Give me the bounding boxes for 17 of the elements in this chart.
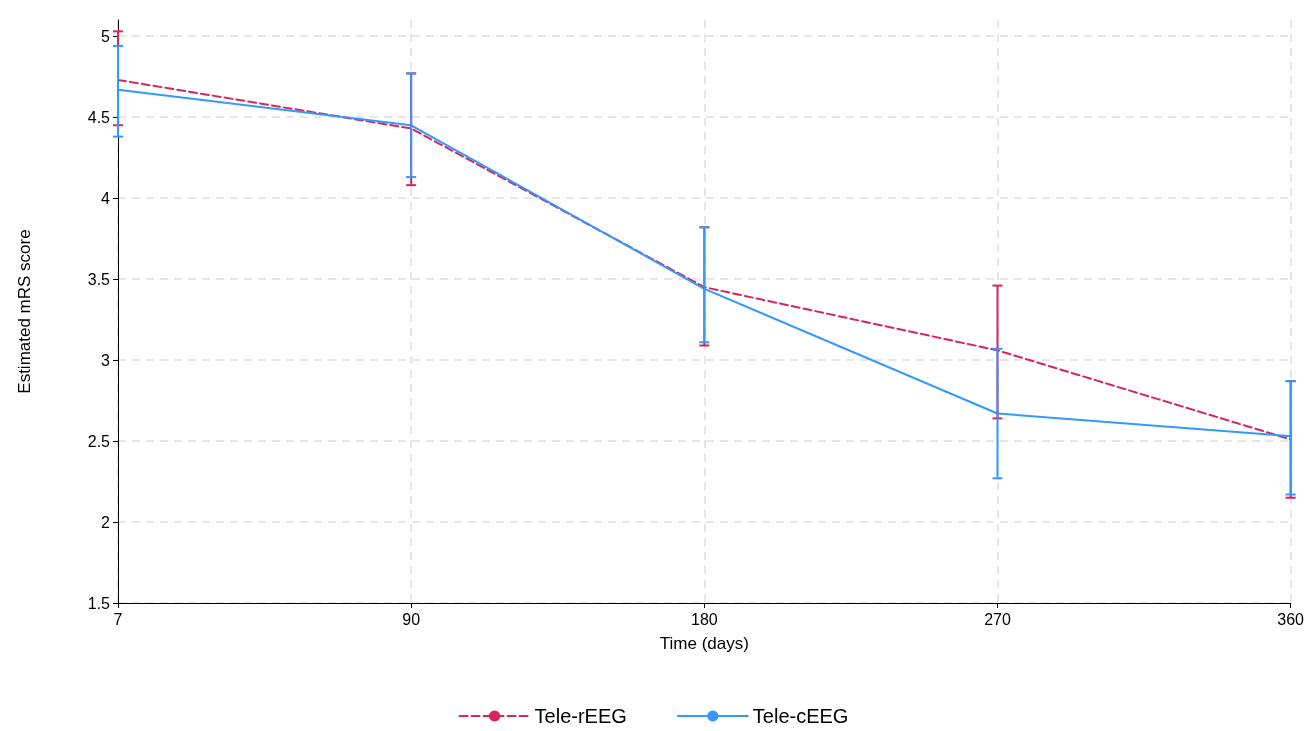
x-axis-title: Time (days) xyxy=(659,634,749,653)
x-tick-label: 360 xyxy=(1277,610,1305,628)
legend-label: Tele-rEEG xyxy=(534,705,627,727)
y-tick-label: 5 xyxy=(101,27,111,45)
legend-label: Tele-cEEG xyxy=(752,705,849,727)
y-tick-label: 2 xyxy=(101,513,111,531)
y-tick-label: 2.5 xyxy=(87,432,111,450)
x-tick-label: 90 xyxy=(402,610,421,628)
y-tick-label: 3 xyxy=(101,351,111,369)
x-tick-label: 180 xyxy=(690,610,718,628)
y-tick-label: 1.5 xyxy=(87,594,111,612)
y-axis-title: Estimated mRS score xyxy=(15,229,34,394)
x-tick-label: 7 xyxy=(113,610,123,628)
y-tick-label: 3.5 xyxy=(87,270,111,288)
y-tick-label: 4 xyxy=(101,189,111,207)
y-tick-label: 4.5 xyxy=(87,108,111,126)
x-tick-label: 270 xyxy=(984,610,1011,628)
